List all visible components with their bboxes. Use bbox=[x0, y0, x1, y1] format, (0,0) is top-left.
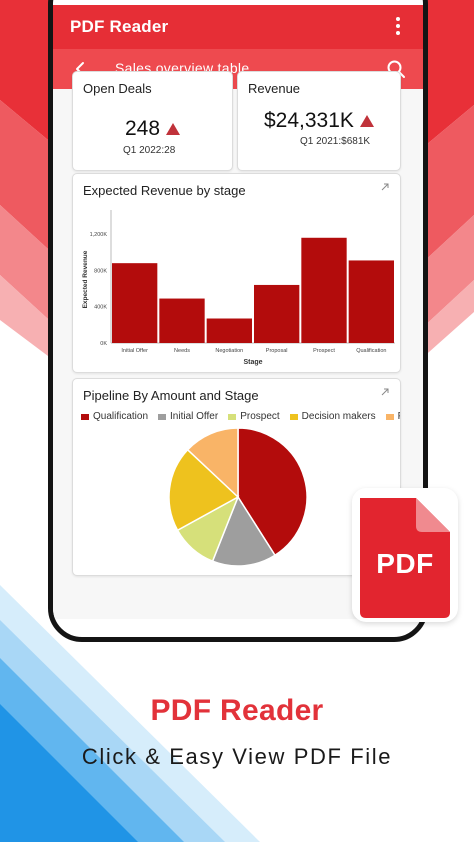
hero-subtitle: Click & Easy View PDF File bbox=[81, 744, 393, 769]
bar[interactable] bbox=[112, 263, 158, 343]
pdf-badge-label: PDF bbox=[376, 548, 434, 579]
kpi-card-revenue[interactable]: Revenue $24,331K Q1 2021:$681K bbox=[237, 71, 401, 171]
y-tick-label: 0K bbox=[100, 341, 107, 347]
bar[interactable] bbox=[348, 260, 394, 343]
legend-label: Initial Offer bbox=[170, 411, 219, 422]
kpi-comparison: Q1 2021:$681K bbox=[300, 136, 371, 147]
x-tick-label: Qualification bbox=[356, 348, 386, 354]
chart-title: Expected Revenue by stage bbox=[83, 183, 246, 198]
up-triangle-icon bbox=[359, 115, 374, 127]
legend-label: Prop bbox=[398, 411, 400, 422]
kpi-card-open-deals[interactable]: Open Deals 248 Q1 2022:28 bbox=[72, 71, 233, 171]
legend-swatch bbox=[81, 413, 89, 420]
legend-item[interactable]: Qualification bbox=[81, 411, 148, 422]
y-axis-label: Expected Revenue bbox=[82, 250, 89, 308]
expand-arrow-icon[interactable] bbox=[380, 182, 390, 192]
expand-arrow-icon[interactable] bbox=[380, 387, 390, 397]
bar[interactable] bbox=[301, 237, 347, 343]
x-tick-label: Initial Offer bbox=[121, 348, 148, 354]
pdf-file-icon: PDF bbox=[352, 488, 458, 622]
legend-label: Prospect bbox=[240, 411, 280, 422]
x-tick-label: Negotiation bbox=[215, 348, 243, 354]
legend-swatch bbox=[158, 413, 167, 420]
pie-slice[interactable] bbox=[168, 448, 240, 532]
app-bar: PDF Reader bbox=[53, 5, 423, 49]
document-page[interactable]: Open Deals 248 Q1 2022:28 Revenue $24,33… bbox=[53, 71, 423, 619]
legend-swatch bbox=[289, 413, 298, 420]
kpi-title: Revenue bbox=[248, 81, 301, 96]
bar[interactable] bbox=[159, 298, 205, 343]
legend-label: Decision makers bbox=[301, 411, 376, 422]
pie-slice[interactable] bbox=[211, 495, 277, 567]
y-tick-label: 800K bbox=[94, 268, 107, 274]
x-tick-label: Prospect bbox=[313, 348, 335, 354]
legend-item[interactable]: Decision makers bbox=[289, 411, 376, 422]
app-title: PDF Reader bbox=[70, 17, 169, 36]
legend-item[interactable]: Prospect bbox=[228, 411, 280, 422]
kpi-value: 248 bbox=[125, 117, 161, 140]
pdf-document-shape bbox=[360, 498, 450, 618]
y-tick-label: 400K bbox=[94, 305, 107, 311]
x-tick-label: Proposal bbox=[266, 348, 288, 354]
hero-title: PDF Reader bbox=[150, 694, 324, 727]
pie-slice[interactable] bbox=[186, 427, 239, 499]
bar[interactable] bbox=[206, 318, 252, 343]
kpi-comparison: Q1 2022:28 bbox=[123, 145, 176, 156]
bar-chart: 0K 400K 800K 1,200K Initial Offer Needs Negoti… bbox=[82, 210, 395, 366]
legend-item[interactable]: Prop bbox=[385, 411, 400, 422]
kpi-value: $24,331K bbox=[264, 109, 354, 132]
y-tick-label: 1,200K bbox=[90, 232, 108, 238]
x-tick-label: Needs bbox=[174, 348, 190, 354]
legend-swatch bbox=[385, 413, 394, 420]
pie-chart bbox=[168, 427, 308, 567]
legend-swatch bbox=[228, 413, 237, 420]
kpi-title: Open Deals bbox=[83, 81, 152, 96]
x-axis-label: Stage bbox=[243, 359, 262, 366]
chart-legend: Qualification Initial Offer Prospect Decisi… bbox=[81, 411, 400, 422]
up-triangle-icon bbox=[166, 123, 181, 135]
more-vertical-icon[interactable] bbox=[395, 17, 401, 37]
legend-label: Qualification bbox=[93, 411, 149, 422]
bar[interactable] bbox=[254, 284, 300, 343]
chart-title: Pipeline By Amount and Stage bbox=[83, 388, 259, 403]
bar-chart-card[interactable]: Expected Revenue by stage 0K 400K 800K 1,20… bbox=[72, 173, 401, 373]
legend-item[interactable]: Initial Offer bbox=[158, 411, 218, 422]
pie-chart-card[interactable]: Pipeline By Amount and Stage Qualificati… bbox=[72, 378, 401, 576]
